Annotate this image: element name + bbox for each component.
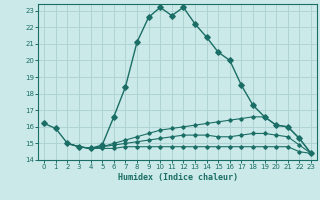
X-axis label: Humidex (Indice chaleur): Humidex (Indice chaleur) (118, 173, 238, 182)
